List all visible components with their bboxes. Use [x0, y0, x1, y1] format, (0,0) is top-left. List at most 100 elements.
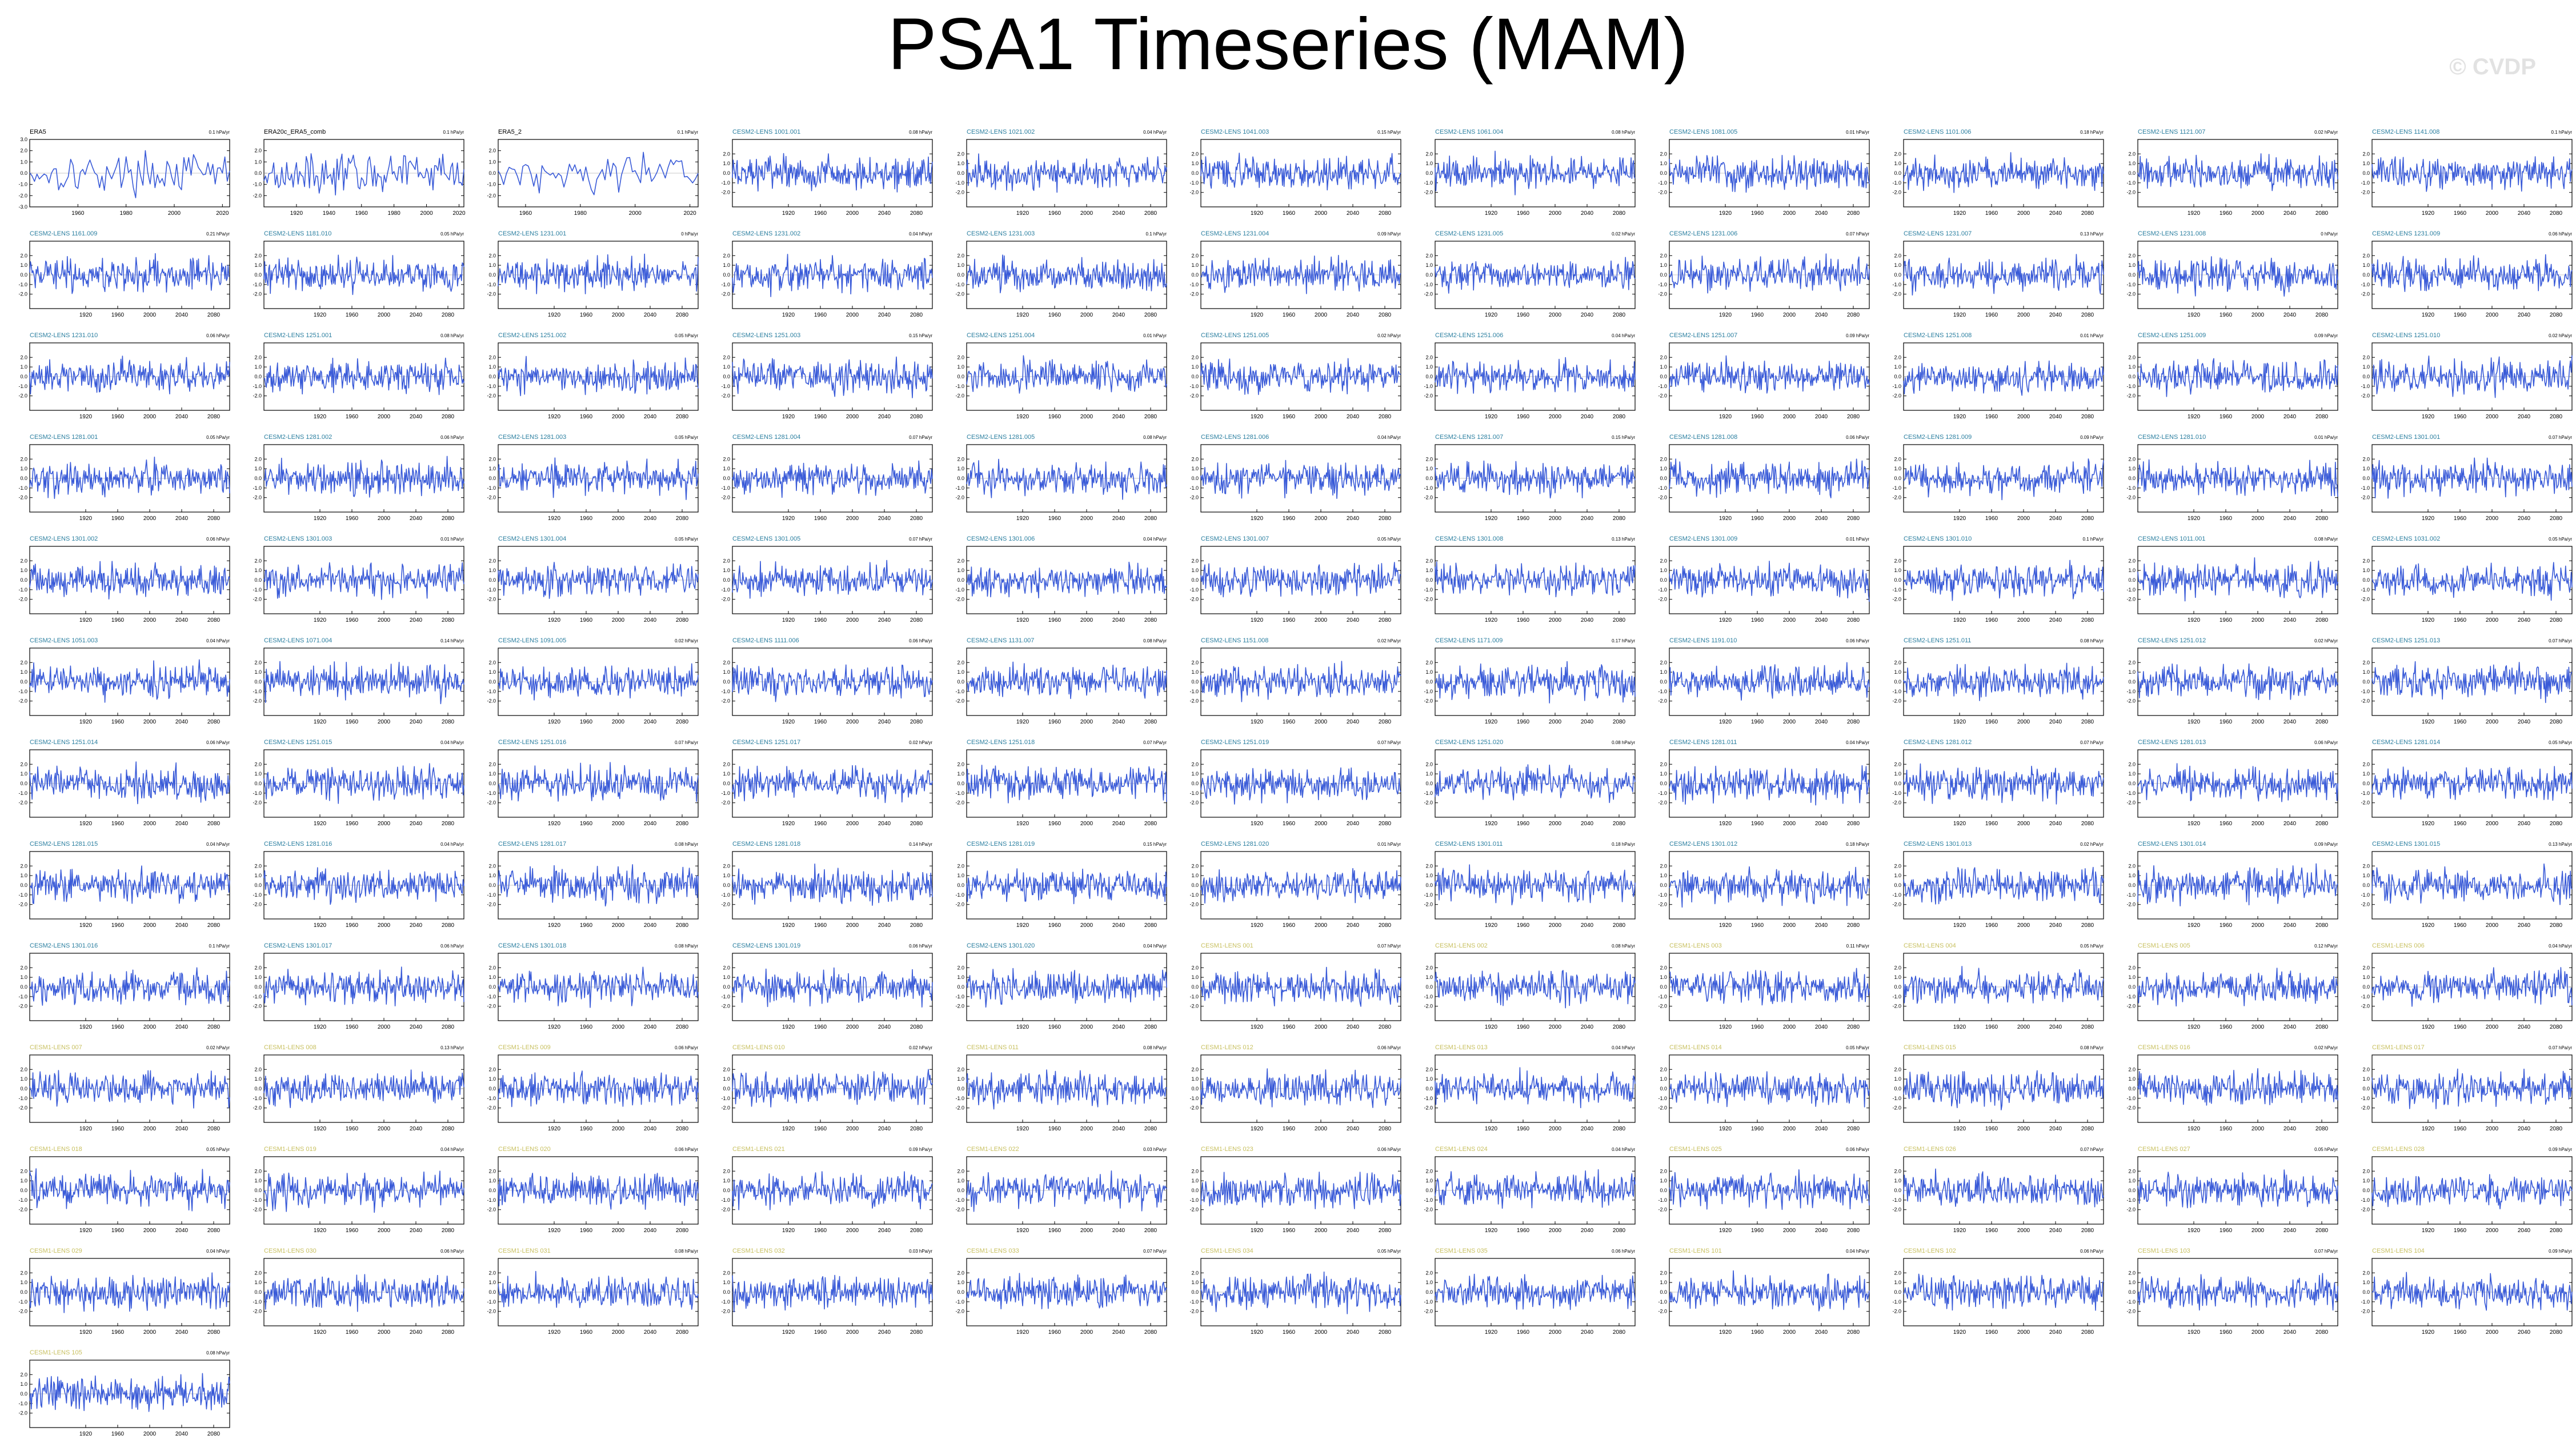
x-tick-label: 2000	[2017, 1126, 2030, 1132]
x-tick-label: 2000	[1315, 922, 1328, 929]
x-tick-label: 1960	[1751, 617, 1764, 623]
x-tick-label: 1960	[1985, 1126, 1998, 1132]
y-tick-label: 1.0	[957, 161, 964, 166]
x-tick-label: 2080	[2550, 210, 2563, 217]
series-line	[1903, 152, 2104, 193]
x-tick-label: 2000	[378, 1126, 391, 1132]
y-tick-label: 2.0	[1660, 1270, 1667, 1276]
y-tick-label: 0.0	[254, 1086, 262, 1092]
panel-title: CESM2-LENS 1051.003	[30, 637, 98, 644]
series-line	[1903, 1273, 2104, 1311]
x-tick-label: 2040	[878, 312, 891, 318]
y-tick-label: -1.0	[253, 1299, 262, 1305]
y-tick-label: -2.0	[2126, 1105, 2136, 1111]
x-tick-label: 1920	[2188, 312, 2201, 318]
y-tick-label: 0.0	[1894, 577, 1901, 583]
series-line	[732, 254, 933, 297]
y-tick-label: 1.0	[723, 364, 730, 370]
y-tick-label: 1.0	[957, 974, 964, 980]
y-tick-label: -2.0	[253, 1207, 262, 1213]
y-tick-label: -1.0	[721, 1197, 730, 1203]
x-tick-label: 2080	[676, 719, 689, 725]
y-tick-label: -1.0	[487, 383, 496, 389]
series-line	[1200, 255, 1401, 294]
x-tick-label: 2040	[1347, 719, 1360, 725]
x-tick-label: 2040	[1112, 1228, 1125, 1234]
y-tick-label: 0.0	[488, 374, 496, 379]
panel-trend-label: 0.04 hPa/yr	[206, 842, 230, 847]
y-tick-label: 2.0	[1660, 1168, 1667, 1174]
y-tick-label: 2.0	[20, 659, 27, 665]
series-line	[1435, 970, 1636, 1009]
y-tick-label: 2.0	[2128, 1270, 2136, 1276]
x-tick-label: 2040	[644, 617, 657, 623]
panel-title: CESM1-LENS 025	[1669, 1146, 1722, 1153]
panel-trend-label: 0.06 hPa/yr	[1846, 638, 1869, 643]
y-tick-label: -2.0	[1189, 1004, 1199, 1009]
x-tick-label: 2040	[878, 414, 891, 420]
x-tick-label: 2000	[143, 1126, 157, 1132]
series-line	[732, 1069, 933, 1108]
y-tick-label: 0.0	[254, 1289, 262, 1295]
x-tick-label: 1960	[1985, 312, 1998, 318]
panel-trend-label: 0.02 hPa/yr	[675, 638, 698, 643]
x-tick-label: 1960	[1283, 821, 1296, 827]
series-line	[1435, 460, 1636, 499]
y-tick-label: -1.0	[2126, 892, 2136, 898]
y-tick-label: -2.0	[1424, 1309, 1433, 1314]
y-tick-label: -2.0	[253, 193, 262, 198]
panel-title: CESM2-LENS 1281.003	[498, 434, 566, 441]
x-tick-label: 1960	[580, 922, 593, 929]
x-tick-label: 1920	[1016, 922, 1029, 929]
x-tick-label: 1920	[314, 515, 327, 522]
y-tick-label: 1.0	[1894, 1076, 1901, 1082]
x-tick-label: 2000	[846, 1228, 859, 1234]
y-tick-label: 1.0	[723, 771, 730, 777]
x-tick-label: 1960	[814, 414, 827, 420]
x-tick-label: 2080	[1144, 821, 1157, 827]
y-tick-label: 1.0	[1425, 262, 1433, 268]
panel-trend-label: 0.13 hPa/yr	[2080, 231, 2104, 237]
y-tick-label: -1.0	[721, 587, 730, 593]
y-tick-label: -2.0	[721, 698, 730, 704]
x-tick-label: 2000	[2252, 821, 2265, 827]
y-tick-label: 2.0	[1425, 761, 1433, 767]
y-tick-label: -1.0	[487, 994, 496, 1000]
y-tick-label: 2.0	[488, 253, 496, 258]
series-line	[498, 355, 699, 397]
y-tick-label: 2.0	[488, 1168, 496, 1174]
x-tick-label: 1920	[548, 617, 561, 623]
x-tick-label: 1920	[1251, 821, 1264, 827]
y-tick-label: 2.0	[957, 151, 964, 157]
x-tick-label: 1920	[1016, 210, 1029, 217]
x-tick-label: 2040	[1112, 414, 1125, 420]
y-tick-label: -1.0	[2361, 282, 2370, 287]
series-line	[966, 1170, 1167, 1212]
y-tick-label: -2.0	[2126, 800, 2136, 806]
y-tick-label: 2.0	[2362, 761, 2370, 767]
x-tick-label: 2000	[1549, 1228, 1562, 1234]
y-tick-label: 2.0	[1425, 1168, 1433, 1174]
panel-trend-label: 0.08 hPa/yr	[1143, 638, 1167, 643]
y-tick-label: -1.0	[1189, 282, 1199, 287]
x-tick-label: 1920	[1016, 617, 1029, 623]
y-tick-label: 2.0	[254, 863, 262, 869]
x-tick-label: 1960	[2454, 1024, 2467, 1030]
panel-title: CESM2-LENS 1281.013	[2138, 739, 2206, 746]
y-tick-label: 2.0	[1894, 456, 1901, 462]
x-tick-label: 2000	[1315, 1228, 1328, 1234]
series-line	[966, 661, 1167, 699]
panel-trend-label: 0.07 hPa/yr	[675, 740, 698, 745]
x-tick-label: 1920	[79, 821, 93, 827]
panel-trend-label: 0.1 hPa/yr	[209, 944, 230, 949]
panel-title: CESM2-LENS 1231.001	[498, 230, 566, 237]
x-tick-label: 2040	[2049, 821, 2062, 827]
y-tick-label: 0.0	[488, 882, 496, 888]
